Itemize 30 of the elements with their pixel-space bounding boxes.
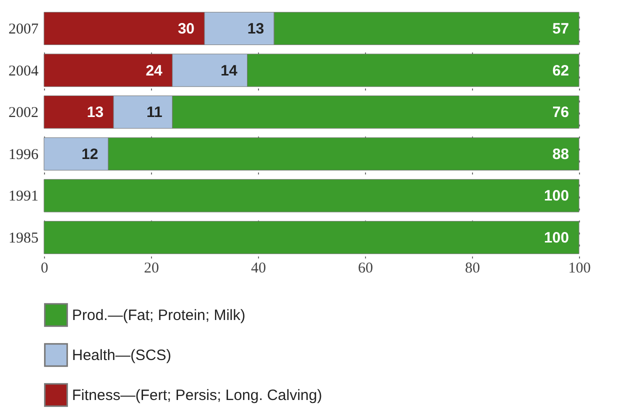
data-label: 12 xyxy=(82,146,98,163)
y-tick-label: 2002 xyxy=(8,105,38,122)
data-label: 76 xyxy=(552,104,569,122)
data-label: 30 xyxy=(178,20,194,38)
y-tick-label: 2004 xyxy=(8,63,39,80)
y-tick-label: 1991 xyxy=(8,188,38,205)
y-tick-label: 1996 xyxy=(8,146,39,163)
data-label: 11 xyxy=(146,104,162,122)
data-label: 100 xyxy=(544,230,569,247)
data-label: 100 xyxy=(544,188,569,205)
data-label: 62 xyxy=(552,62,569,80)
x-tick-label: 0 xyxy=(40,260,48,276)
bar xyxy=(44,179,580,212)
data-label: 88 xyxy=(552,146,569,163)
data-label: 13 xyxy=(247,20,264,38)
x-tick-label: 40 xyxy=(251,260,266,276)
legend-label: Health—(SCS) xyxy=(72,347,172,364)
data-label: 57 xyxy=(552,20,569,38)
x-tick-label: 20 xyxy=(144,260,159,276)
data-label: 14 xyxy=(220,62,238,80)
legend-label: Prod.—(Fat; Protein; Milk) xyxy=(72,307,246,324)
x-tick-label: 60 xyxy=(358,260,373,276)
bar xyxy=(44,220,580,254)
data-label: 24 xyxy=(146,62,164,80)
y-tick-label: 1985 xyxy=(8,230,38,247)
legend-label: Fitness—(Fert; Persis; Long. Calving) xyxy=(72,387,322,404)
x-tick-label: 100 xyxy=(568,260,591,276)
x-tick-label: 80 xyxy=(465,260,480,276)
data-label: 13 xyxy=(86,104,104,122)
y-tick-label: 2007 xyxy=(8,21,39,38)
